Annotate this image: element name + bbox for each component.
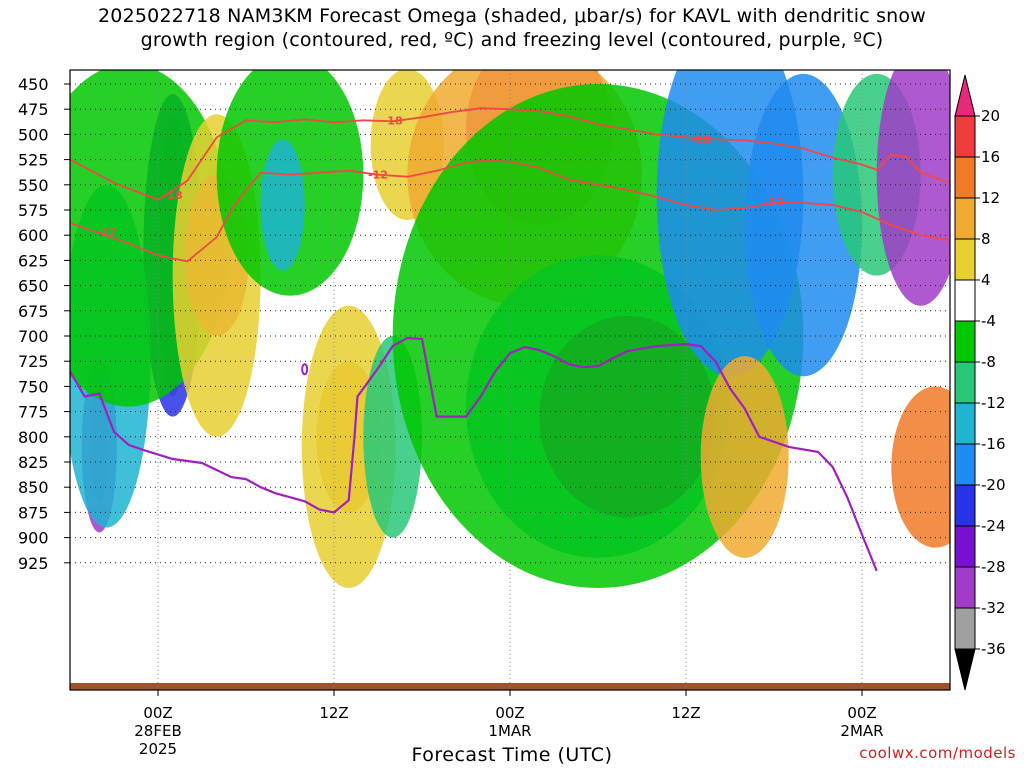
x-tick-sub2-0: 2025	[139, 740, 177, 758]
y-tick-label-575: 575	[18, 201, 49, 220]
colorbar-swatch-14	[954, 648, 976, 691]
omega-cell-9	[260, 139, 305, 271]
omega-shading	[70, 70, 950, 588]
y-tick-label-700: 700	[18, 327, 49, 346]
colorbar: 20 16 12 8 4 -4 -8 -12 -16 -20 -24 -28 -32 -36	[954, 74, 1006, 691]
colorbar-label-2: 12	[981, 189, 1000, 207]
grid-lines	[70, 70, 950, 690]
y-tick-label-675: 675	[18, 302, 49, 321]
y-tick-label-525: 525	[18, 151, 49, 170]
x-tick-label-2: 00Z	[495, 704, 524, 722]
y-tick-label-550: 550	[18, 176, 49, 195]
x-tick-sub1-4: 2MAR	[840, 722, 883, 740]
credit-link[interactable]: coolwx.com/models	[859, 744, 1016, 762]
isotherm-label-1: -12	[97, 226, 117, 239]
colorbar-label-7: -12	[981, 394, 1006, 412]
contour-isotherm-1	[70, 159, 950, 263]
isotherm-label-4: -18	[691, 133, 711, 146]
isotherm-label-5: -12	[764, 196, 784, 209]
colorbar-label-13: -36	[981, 640, 1006, 658]
colorbar-label-11: -28	[981, 558, 1006, 576]
omega-cell-20	[700, 356, 789, 558]
omega-cell-23	[876, 70, 950, 306]
colorbar-swatch-13	[954, 607, 976, 650]
colorbar-label-1: 16	[981, 148, 1000, 166]
colorbar-label-0: 20	[981, 107, 1000, 125]
isotherm-label-3: -12	[368, 169, 388, 182]
x-tick-sub1-2: 1MAR	[488, 722, 531, 740]
colorbar-swatch-8	[954, 402, 976, 445]
y-tick-label-750: 750	[18, 377, 49, 396]
y-tick-label-925: 925	[18, 554, 49, 573]
contour-lines: -18 -12 -18 -12 -18 -12	[70, 107, 950, 572]
colorbar-swatch-5	[954, 279, 976, 322]
x-tick-sub1-0: 28FEB	[134, 722, 181, 740]
colorbar-swatch-6	[954, 320, 976, 363]
x-tick-label-0: 00Z	[143, 704, 172, 722]
chart-title: 2025022718 NAM3KM Forecast Omega (shaded…	[0, 4, 1024, 52]
colorbar-swatch-0	[954, 74, 976, 117]
colorbar-label-12: -32	[981, 599, 1006, 617]
x-axis-title: Forecast Time (UTC)	[411, 744, 613, 766]
y-tick-label-650: 650	[18, 277, 49, 296]
y-tick-label-475: 475	[18, 100, 49, 119]
contour-isotherm-0	[70, 107, 950, 201]
colorbar-swatch-3	[954, 197, 976, 240]
x-tick-label-3: 12Z	[671, 704, 700, 722]
isotherm-label-0: -18	[163, 189, 183, 202]
colorbar-label-10: -24	[981, 517, 1006, 535]
y-axis: 450 475 500 525 550 575 600 625 650 675 700 725 750 7…	[18, 75, 70, 573]
y-tick-label-825: 825	[18, 453, 49, 472]
y-tick-label-775: 775	[18, 403, 49, 422]
colorbar-swatch-12	[954, 566, 976, 609]
colorbar-swatch-4	[954, 238, 976, 281]
y-tick-label-900: 900	[18, 529, 49, 548]
x-tick-label-4: 00Z	[847, 704, 876, 722]
colorbar-label-3: 8	[981, 230, 991, 248]
y-tick-label-875: 875	[18, 503, 49, 522]
colorbar-swatch-9	[954, 443, 976, 486]
omega-cell-21	[744, 73, 862, 377]
isotherm-label-2: -18	[383, 114, 403, 127]
y-tick-label-800: 800	[18, 428, 49, 447]
y-tick-label-725: 725	[18, 352, 49, 371]
colorbar-swatch-7	[954, 361, 976, 404]
chart-title-line1: 2025022718 NAM3KM Forecast Omega (shaded…	[98, 5, 926, 27]
colorbar-swatch-1	[954, 115, 976, 158]
y-tick-label-600: 600	[18, 226, 49, 245]
y-tick-label-625: 625	[18, 251, 49, 270]
colorbar-label-9: -20	[981, 476, 1006, 494]
y-tick-label-450: 450	[18, 75, 49, 94]
colorbar-label-5: -4	[981, 312, 996, 330]
y-tick-label-850: 850	[18, 478, 49, 497]
x-tick-label-1: 12Z	[319, 704, 348, 722]
contour-freezing-level	[70, 336, 878, 572]
omega-cell-24	[891, 386, 950, 548]
y-tick-label-500: 500	[18, 125, 49, 144]
colorbar-swatch-11	[954, 525, 976, 568]
colorbar-swatch-2	[954, 156, 976, 199]
colorbar-label-6: -8	[981, 353, 996, 371]
colorbar-label-8: -16	[981, 435, 1006, 453]
colorbar-label-4: 4	[981, 271, 991, 289]
freezing-level-blip	[301, 363, 309, 376]
colorbar-swatch-10	[954, 484, 976, 527]
chart-title-line2: growth region (contoured, red, ºC) and f…	[140, 29, 884, 51]
